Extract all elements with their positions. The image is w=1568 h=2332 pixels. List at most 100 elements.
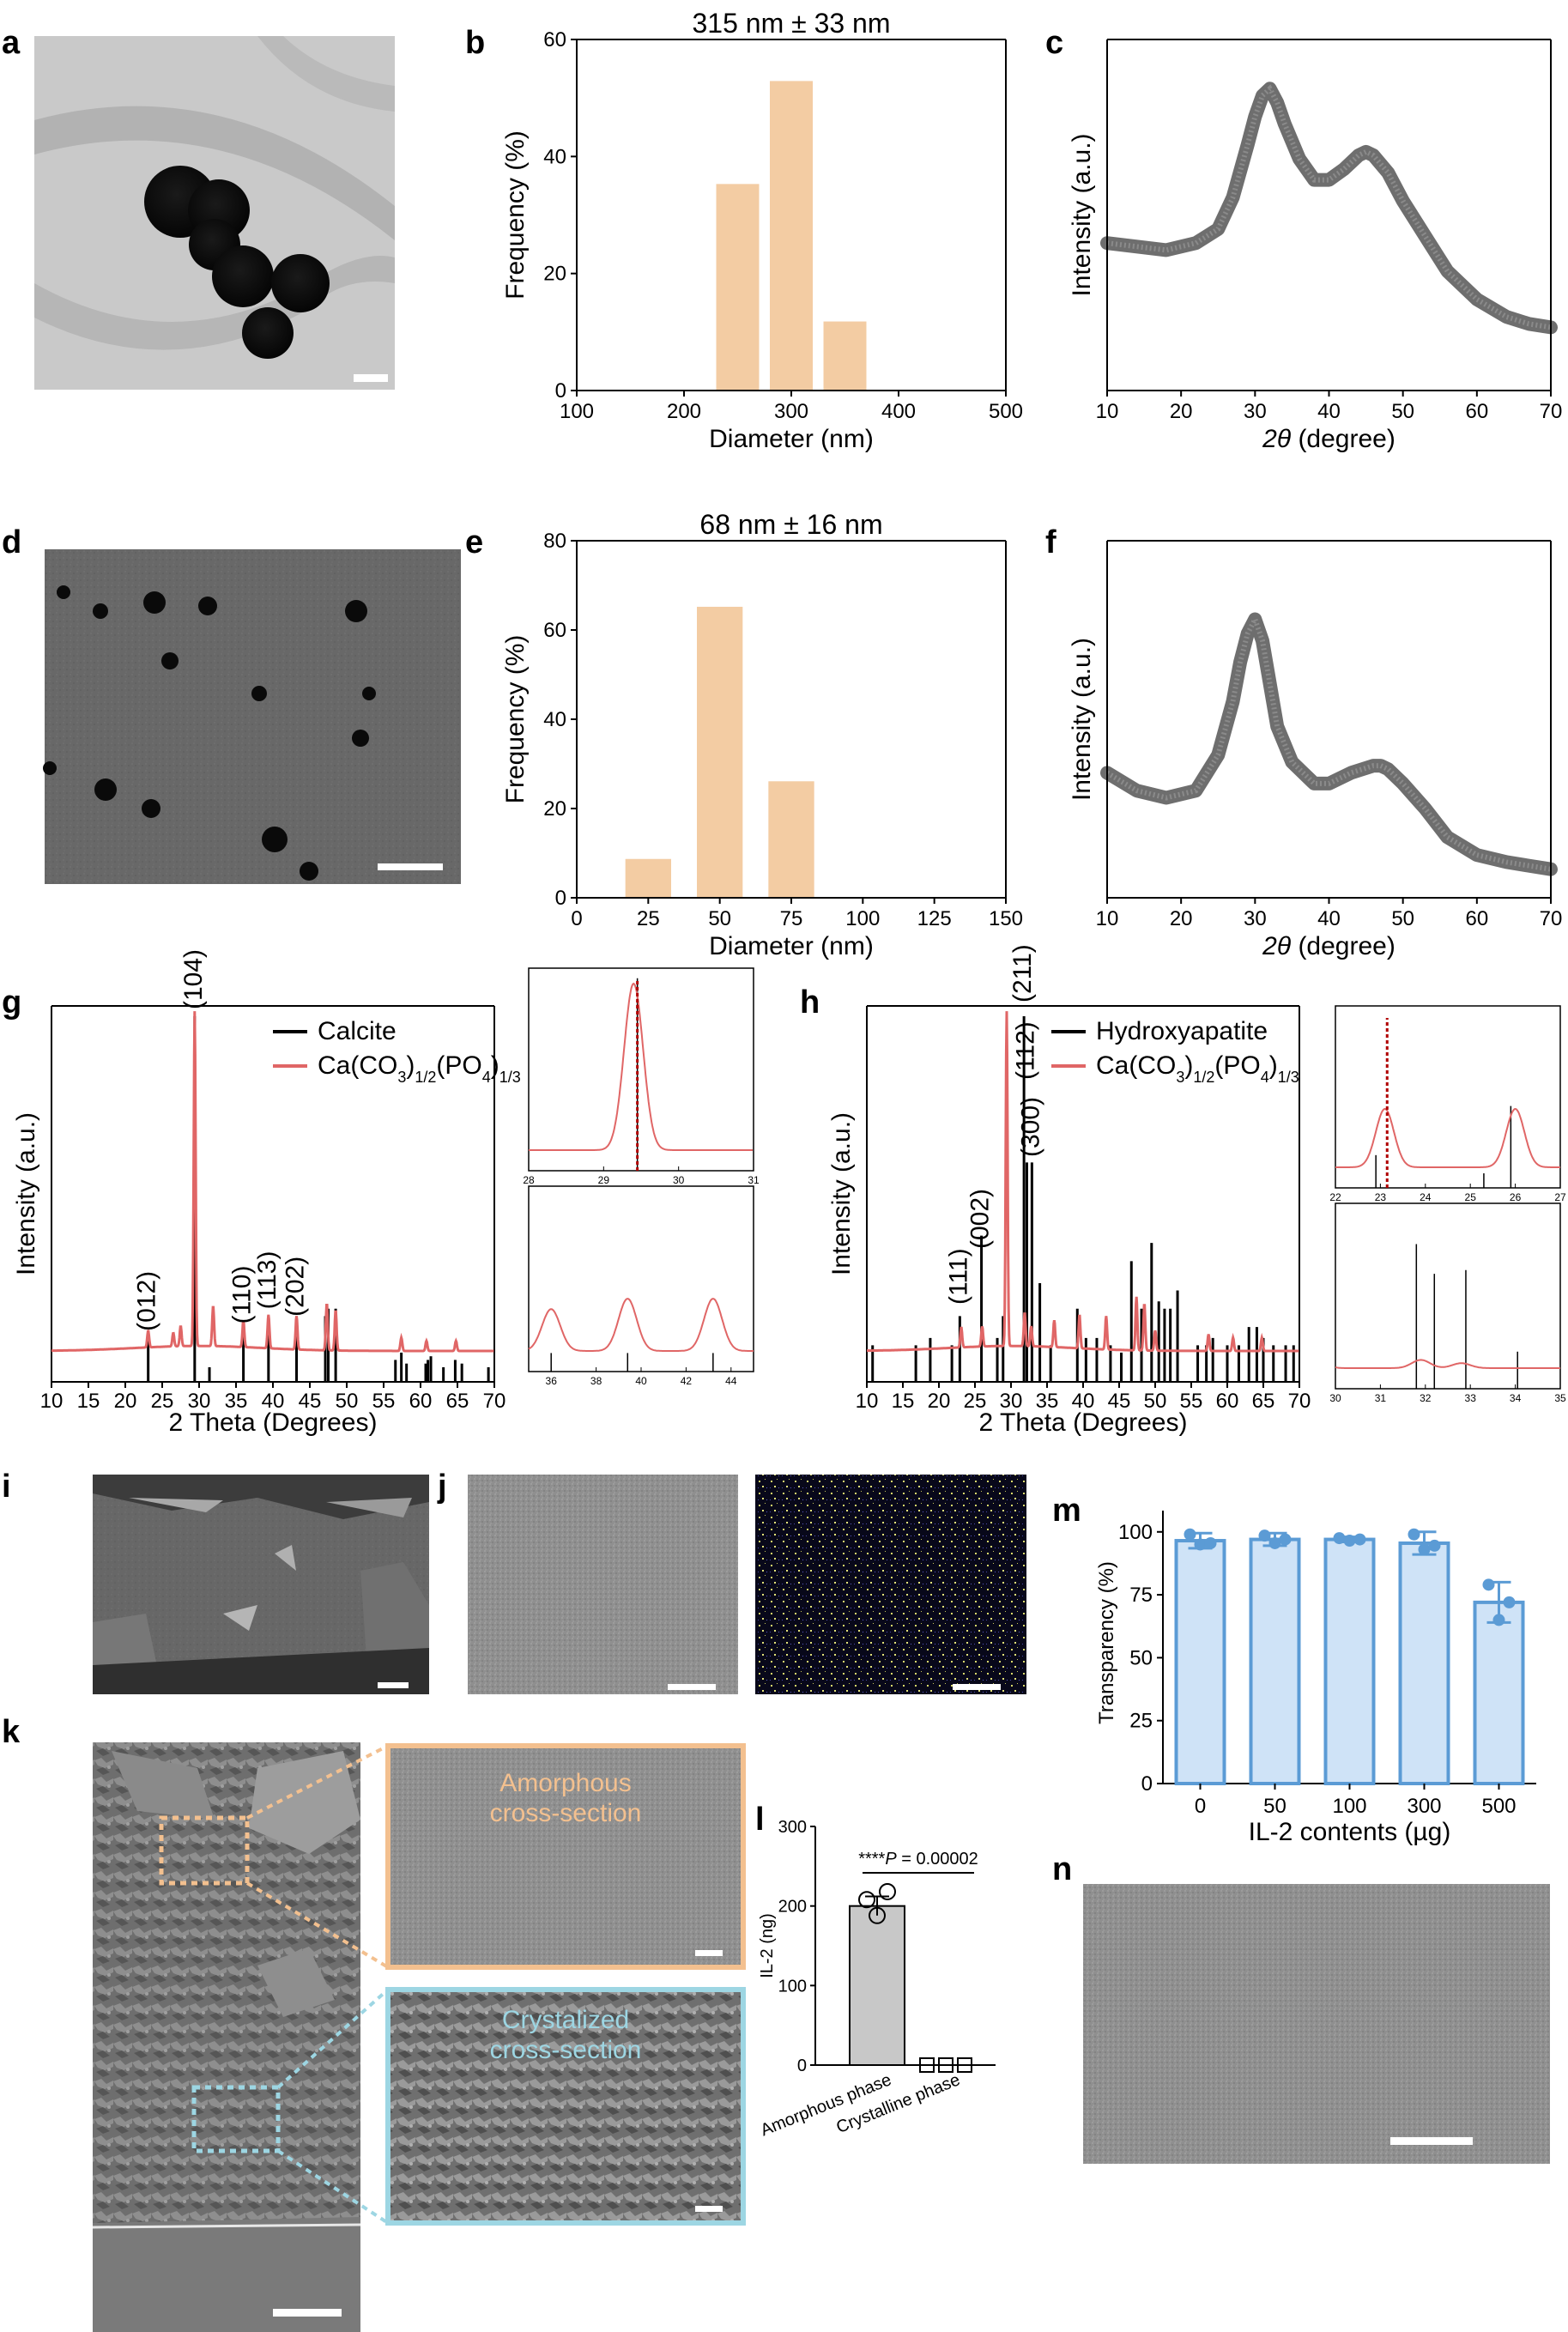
data-point	[1418, 1543, 1431, 1556]
x-tick-label: 50	[1391, 400, 1414, 423]
x-axis-label: 2 Theta (Degrees)	[979, 1408, 1188, 1437]
inset-sample-curve	[1335, 1359, 1560, 1369]
x-tick-label: 100	[845, 907, 880, 930]
peak-annotation: (300)	[1016, 1097, 1044, 1157]
bar	[849, 1905, 905, 2067]
sem-image-k-amorphous: Amorphous cross-section	[385, 1743, 746, 1970]
x-tick-label: 10	[1096, 907, 1119, 930]
inset-frame	[1335, 1202, 1561, 1390]
chart-m: 0 25 50 75 100 0 50 100 300 500 IL-2 contents (µg)…	[1095, 1511, 1536, 1846]
y-tick-label: 0	[1141, 1772, 1153, 1796]
y-tick-label: 25	[1129, 1710, 1153, 1733]
y-tick-label: 60	[543, 619, 566, 642]
x-tick-label: 40	[262, 1390, 285, 1413]
inset-x-tick-label: 35	[1554, 1392, 1566, 1404]
x-tick-label: 20	[1170, 400, 1193, 423]
panel-label-k: k	[2, 1714, 21, 1750]
data-point	[869, 1906, 886, 1924]
data-point	[1353, 1533, 1366, 1546]
data-point	[1343, 1535, 1356, 1548]
x-axis-label: Diameter (nm)	[709, 932, 874, 960]
x-axis-label: Diameter (nm)	[709, 425, 874, 453]
x-tick-label: 300	[774, 400, 808, 423]
x-tick-label: 50	[1263, 1795, 1286, 1818]
x-tick-label: 50	[336, 1390, 359, 1413]
chart-title: 68 nm ± 16 nm	[699, 509, 882, 540]
x-tick-label: 50	[708, 907, 731, 930]
sample-curve	[867, 1011, 1299, 1353]
x-tick-label: 0	[571, 907, 582, 930]
chart-h: 10 15 20 25 30 35 40 45 50 55 60 65 70 2 Theta (Degre…	[827, 944, 1566, 1437]
data-point	[1428, 1539, 1441, 1552]
peak-annotation: (002)	[966, 1189, 995, 1249]
x-axis-label-var: 2θ	[1262, 425, 1292, 453]
peak-annotation: (104)	[179, 949, 208, 1009]
sem-image-d	[43, 549, 461, 884]
inset-x-tick-label: 26	[1510, 1191, 1522, 1203]
x-tick-label: 55	[372, 1390, 396, 1413]
data-point	[1204, 1536, 1217, 1549]
bar	[1249, 1537, 1301, 1786]
inset-x-tick-label: 30	[1329, 1392, 1341, 1404]
inset-x-tick-label: 36	[546, 1375, 558, 1387]
sem-image-j	[468, 1475, 738, 1694]
inset-x-tick-label: 42	[681, 1375, 693, 1387]
inset-frame	[528, 1185, 754, 1372]
legend-part: )	[1184, 1051, 1193, 1080]
x-axis-label: 2θ (degree)	[1262, 425, 1395, 453]
data-point	[957, 2057, 972, 2073]
x-tick-label: 40	[1317, 400, 1341, 423]
panel-label-l: l	[755, 1802, 765, 1838]
inset-x-tick-label: 22	[1329, 1191, 1341, 1203]
k-amorphous-label-2: cross-section	[490, 1799, 642, 1827]
data-point	[1408, 1528, 1420, 1541]
x-tick-label: 60	[1216, 1390, 1239, 1413]
x-tick-label: 40	[1072, 1390, 1095, 1413]
xrd-curve	[1100, 612, 1558, 876]
x-tick-label: 10	[1096, 400, 1119, 423]
x-tick-label: 20	[1170, 907, 1193, 930]
x-tick-label: 30	[1244, 400, 1267, 423]
legend-sub: 3	[1176, 1069, 1184, 1086]
legend-part: (PO	[436, 1051, 481, 1080]
x-tick-label: 45	[299, 1390, 322, 1413]
inset-x-tick-label: 23	[1375, 1191, 1387, 1203]
sample-curve	[51, 1011, 494, 1353]
chart-title: 315 nm ± 33 nm	[692, 8, 890, 39]
inset-sample-curve	[1335, 1107, 1560, 1168]
y-tick-label: 300	[778, 1818, 807, 1837]
x-tick-label: 35	[225, 1390, 248, 1413]
x-tick-label: 50	[1144, 1390, 1167, 1413]
x-tick-label: 60	[1465, 400, 1488, 423]
chart-g: 10 15 20 25 30 35 40 45 50 55 60 65 70 2 Theta (Degre…	[12, 949, 760, 1437]
y-tick-label: 0	[797, 2056, 807, 2075]
legend-sub: 3	[397, 1069, 406, 1086]
legend-label-ref: Calcite	[318, 1017, 397, 1045]
chart-c: 10 20 30 40 50 60 70 2θ (degree) Intensity (a.u.…	[1068, 39, 1562, 453]
y-tick-label: 60	[543, 28, 566, 51]
inset-x-tick-label: 33	[1465, 1392, 1477, 1404]
x-tick-label: 40	[1317, 907, 1341, 930]
inset-sample-curve	[528, 1298, 754, 1352]
x-tick-label: 65	[1252, 1390, 1275, 1413]
bar	[768, 781, 814, 898]
y-tick-label: 20	[543, 797, 566, 821]
inset-x-tick-label: 32	[1420, 1392, 1432, 1404]
panel-label-i: i	[2, 1469, 11, 1505]
inset-x-tick-label: 31	[1375, 1392, 1387, 1404]
x-tick-label: 20	[928, 1390, 951, 1413]
x-tick-label: 60	[1465, 907, 1488, 930]
panel-label-d: d	[2, 524, 21, 560]
legend-part: (PO	[1214, 1051, 1260, 1080]
x-tick-label: 70	[1540, 400, 1563, 423]
x-tick-label: 25	[637, 907, 660, 930]
sig-p: P	[885, 1850, 897, 1869]
x-tick-label: 20	[114, 1390, 137, 1413]
panel-label-e: e	[465, 524, 483, 560]
x-axis-label: IL-2 contents (µg)	[1249, 1818, 1451, 1846]
peak-annotation: (110)	[228, 1266, 257, 1324]
legend-part: )	[406, 1051, 415, 1080]
bar	[1398, 1541, 1450, 1786]
